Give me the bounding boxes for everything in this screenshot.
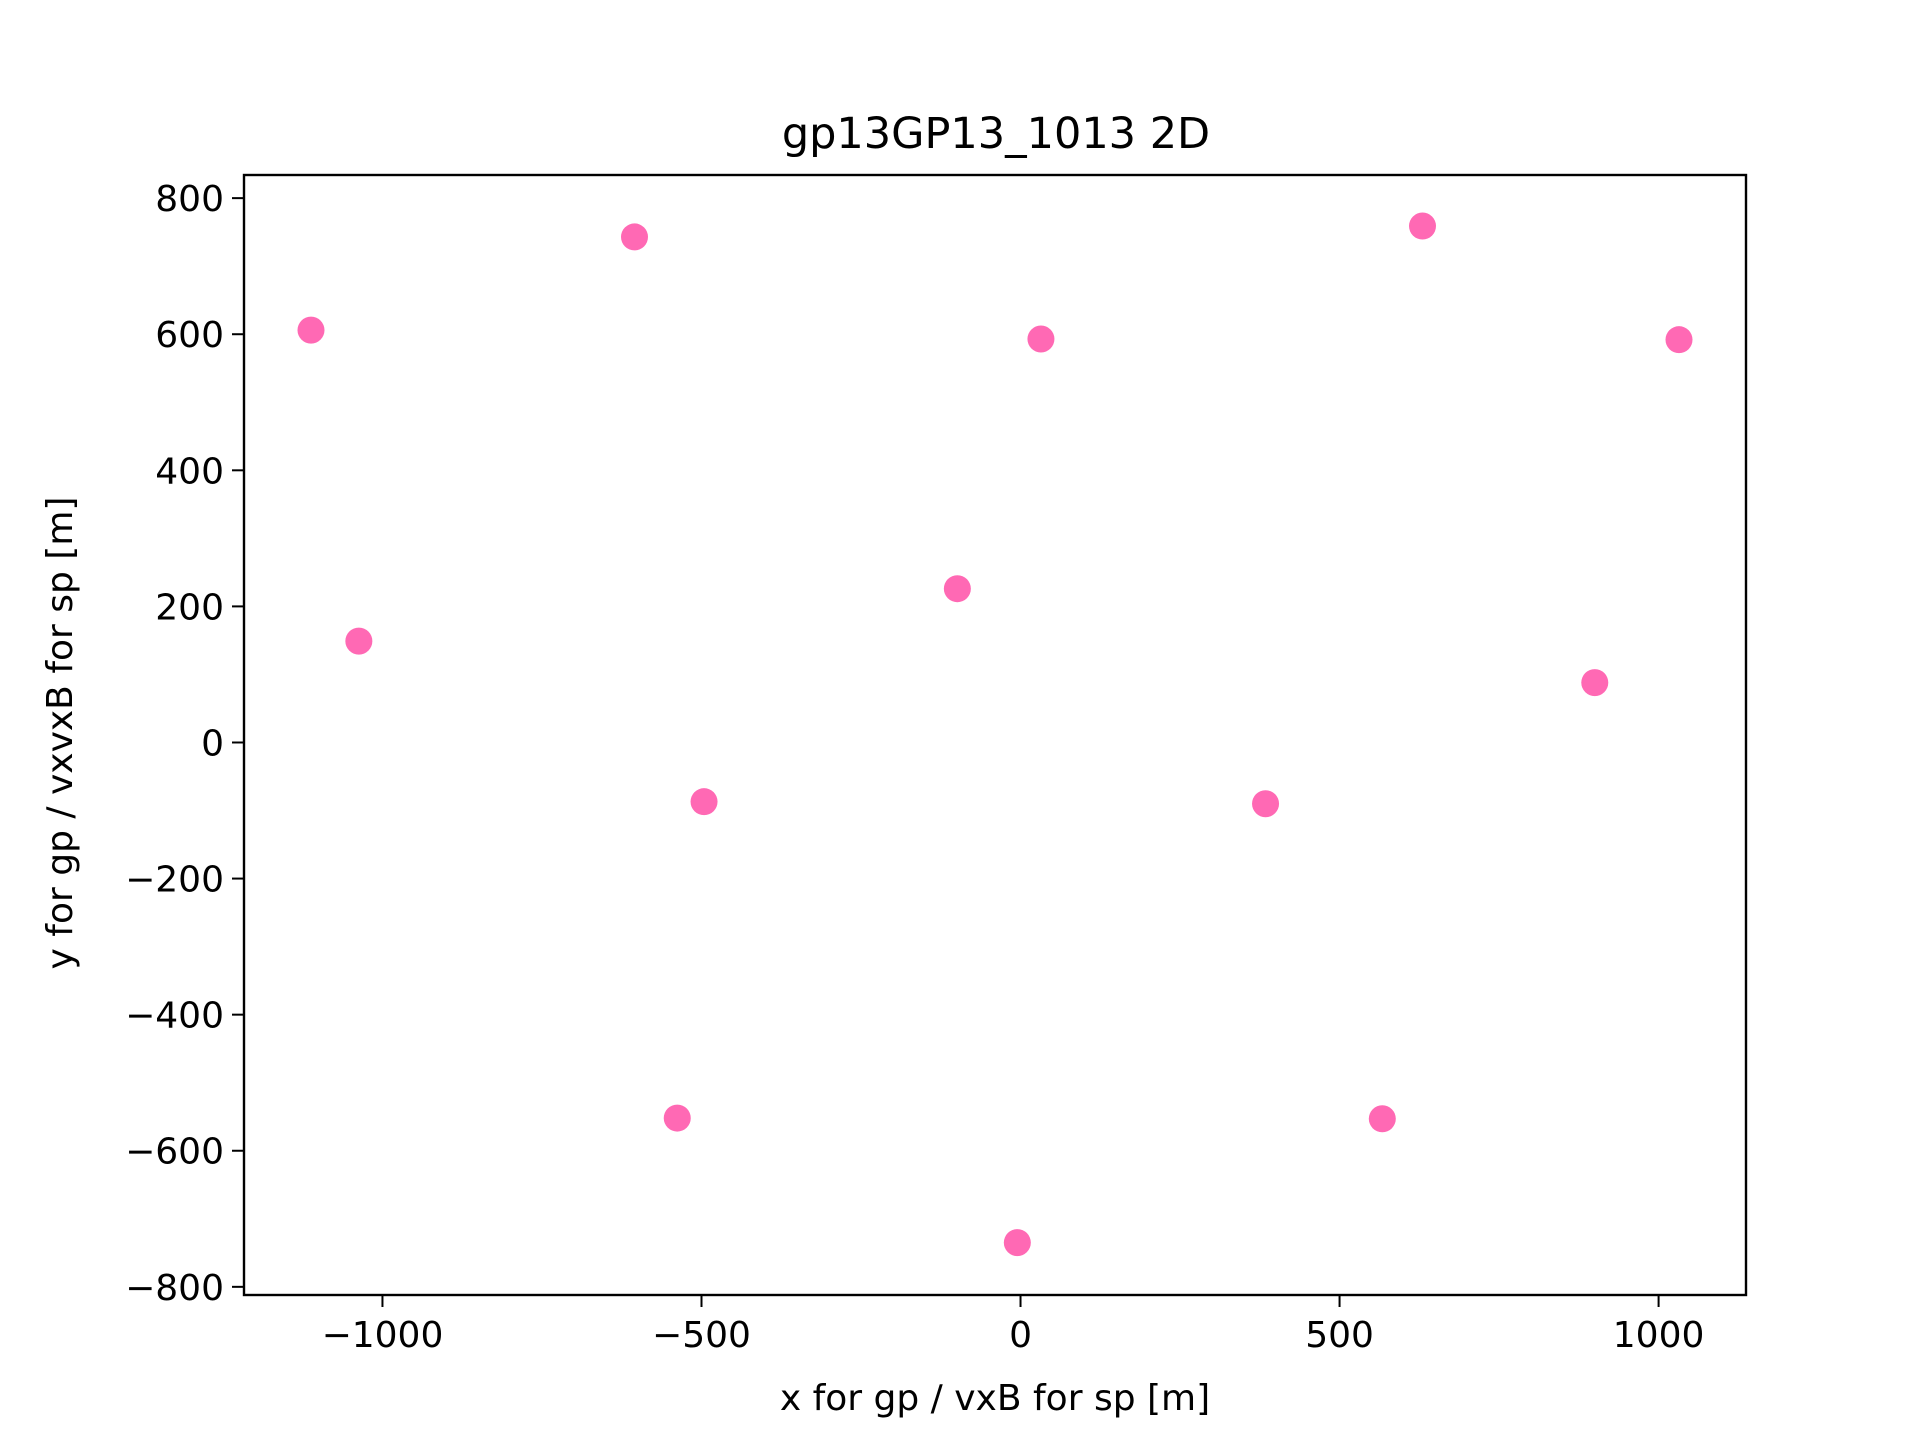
x-tick-label-4: 1000 xyxy=(1613,1315,1705,1356)
points-layer xyxy=(297,212,1693,1257)
x-axis-ticks: −1000 −500 0 500 1000 xyxy=(322,1295,1705,1356)
y-tick-label-2: −400 xyxy=(125,996,224,1037)
scatter-point-11 xyxy=(1368,1105,1396,1133)
scatter-point-4 xyxy=(1665,326,1693,354)
x-axis-label: x for gp / vxB for sp [m] xyxy=(780,1378,1210,1419)
y-tick-label-3: −200 xyxy=(125,860,224,901)
scatter-point-7 xyxy=(1581,669,1609,697)
y-axis-label: y for gp / vxvxB for sp [m] xyxy=(40,497,81,970)
x-tick-label-0: −1000 xyxy=(322,1315,444,1356)
scatter-point-5 xyxy=(345,627,373,655)
scatter-point-3 xyxy=(1409,212,1437,240)
y-tick-label-8: 800 xyxy=(155,179,224,220)
scatter-point-2 xyxy=(1027,325,1055,353)
y-tick-label-1: −600 xyxy=(125,1132,224,1173)
scatter-point-12 xyxy=(1003,1229,1031,1257)
x-tick-label-2: 0 xyxy=(1009,1315,1032,1356)
y-tick-label-5: 200 xyxy=(155,587,224,628)
scatter-point-1 xyxy=(620,223,648,251)
x-tick-label-3: 500 xyxy=(1305,1315,1374,1356)
x-tick-label-1: −500 xyxy=(652,1315,751,1356)
scatter-point-0 xyxy=(297,316,325,344)
scatter-point-10 xyxy=(663,1104,691,1132)
y-axis-ticks: −800 −600 −400 −200 0 200 400 600 800 xyxy=(125,179,244,1309)
y-tick-label-4: 0 xyxy=(201,723,224,764)
scatter-point-6 xyxy=(943,575,971,603)
chart-title: gp13GP13_1013 2D xyxy=(782,109,1210,159)
scatter-point-9 xyxy=(1252,790,1280,818)
y-tick-label-6: 400 xyxy=(155,451,224,492)
y-tick-label-0: −800 xyxy=(125,1268,224,1309)
scatter-point-8 xyxy=(690,788,718,816)
plot-area-frame xyxy=(242,173,1748,1297)
y-tick-label-7: 600 xyxy=(155,315,224,356)
